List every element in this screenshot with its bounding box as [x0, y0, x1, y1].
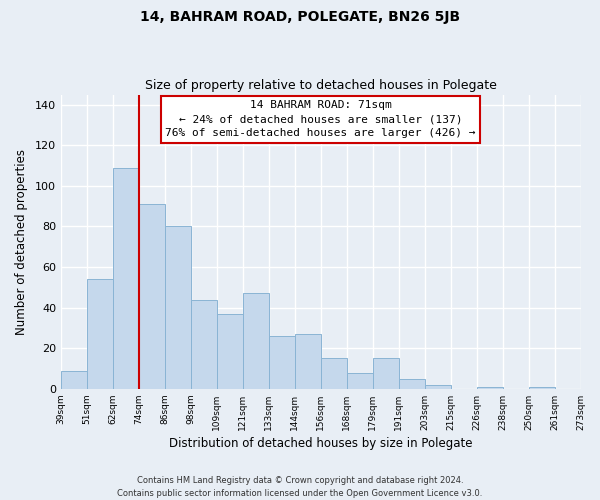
Title: Size of property relative to detached houses in Polegate: Size of property relative to detached ho… [145, 79, 497, 92]
Bar [61, 370, 87, 389]
Bar [347, 372, 373, 389]
Bar [87, 279, 113, 389]
Text: 14 BAHRAM ROAD: 71sqm
← 24% of detached houses are smaller (137)
76% of semi-det: 14 BAHRAM ROAD: 71sqm ← 24% of detached … [166, 100, 476, 138]
Bar [243, 294, 269, 389]
Y-axis label: Number of detached properties: Number of detached properties [15, 148, 28, 334]
Bar [139, 204, 165, 389]
X-axis label: Distribution of detached houses by size in Polegate: Distribution of detached houses by size … [169, 437, 472, 450]
Text: Contains HM Land Registry data © Crown copyright and database right 2024.
Contai: Contains HM Land Registry data © Crown c… [118, 476, 482, 498]
Bar [425, 385, 451, 389]
Bar [191, 300, 217, 389]
Bar [217, 314, 243, 389]
Text: 14, BAHRAM ROAD, POLEGATE, BN26 5JB: 14, BAHRAM ROAD, POLEGATE, BN26 5JB [140, 10, 460, 24]
Bar [529, 387, 554, 389]
Bar [321, 358, 347, 389]
Bar [295, 334, 321, 389]
Bar [269, 336, 295, 389]
Bar [373, 358, 398, 389]
Bar [398, 378, 425, 389]
Bar [476, 387, 503, 389]
Bar [165, 226, 191, 389]
Bar [113, 168, 139, 389]
